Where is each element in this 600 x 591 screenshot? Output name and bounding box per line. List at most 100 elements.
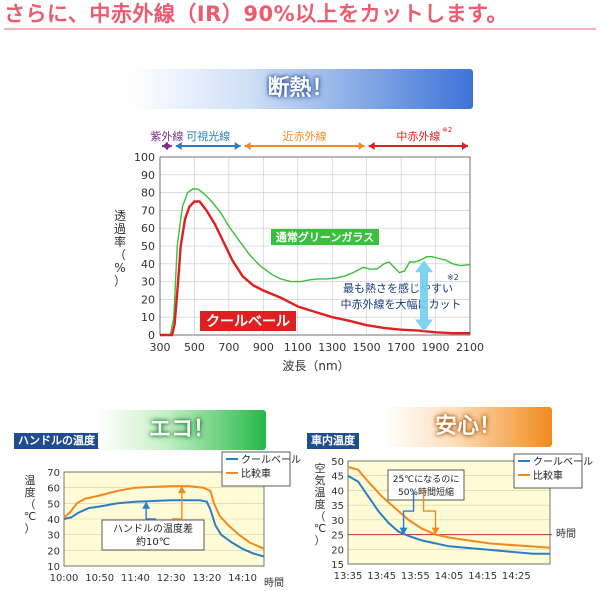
main-x-tick-label: 1100 [284,341,312,354]
main-ylabel-char: 透 [114,209,126,223]
anshin-ylabel-char: 空 [315,461,326,475]
anshin-ylabel-char: 温 [315,486,326,499]
cyan-arrow-shape [415,260,433,332]
anshin-y-tick-label: 40 [331,486,344,497]
main-x-ticks: 300 500 700 900 1100 1300 1500 1700 1900 2100 [150,341,485,354]
anshin-annotation-box [387,469,465,501]
annotation-note: ※2 [447,273,459,282]
anshin-ylabel-char: ） [315,534,326,547]
main-ylabel-char: 過 [114,222,126,236]
anshin-ylabel-char: （ [315,510,326,523]
eco-x-tick-label: 12:30 [157,573,186,584]
eco-diff-arrows [142,486,186,520]
eco-legend-label: 比較車 [241,467,271,480]
main-x-tick-label: 1500 [353,341,381,354]
coolveil-label: クールベール [206,314,290,330]
eco-series-line [63,485,265,550]
main-ylabel-char: % [114,261,125,275]
band-label: 紫外線 [150,129,183,143]
eco-y-tick-label: 40 [47,515,60,526]
band-bar: 紫外線 可視光線 近赤外線 中赤外線 ※2 [150,126,468,150]
eco-ylabel-char: ） [25,522,36,535]
band-arrowhead-right [165,142,172,150]
main-series [160,188,471,337]
eco-legend-label: クールベール [241,454,301,466]
main-y-tick-label: 30 [141,276,155,289]
main-x-tick-label: 1700 [387,341,415,354]
eco-annotation-box [101,519,205,551]
anshin-tag: 車内温度 [307,433,359,449]
anshin-y-tick-label: 50 [331,457,344,468]
eco-legend-box [221,451,291,487]
eco-x-tick-label: 14:10 [228,573,257,584]
anshin-annotation-line2: 50%時間短縮 [398,486,454,498]
eco-chart: 10 20 30 40 50 60 70 10:00 10:50 11:40 12:30 13:20… [24,451,301,589]
main-y-tick-label: 100 [134,151,155,164]
banner-dannetsu: 断熱！ [128,69,473,109]
main-y-tick-label: 20 [141,293,155,306]
eco-ylabel-char: ℃ [24,510,36,523]
coolveil-label-box [200,311,296,331]
band-note: ※2 [442,126,452,134]
eco-annotation-line2: 約10℃ [136,535,170,548]
green-glass-label: 通常グリーンガラス [276,230,374,244]
eco-y-tick-label: 60 [47,484,60,495]
anshin-annotation-line1: 25℃になるのに [393,474,460,485]
anshin-ylabel-char: 気 [315,473,326,487]
annotation-line2: 中赤外線を大幅にカット [341,297,462,311]
banner-eco: エコ！ [98,410,266,450]
main-x-tick-label: 300 [150,341,171,354]
anshin-y-tick-label: 15 [331,560,344,571]
main-plot-frame [159,156,471,336]
anshin-x-tick-label: 13:35 [334,571,363,582]
eco-x-tick-label: 10:00 [50,573,79,584]
anshin-x-tick-label: 14:05 [435,571,464,582]
anshin-series-line [347,465,551,549]
banner-anshin: 安心！ [384,407,552,447]
anshin-arrow-orange [422,490,437,529]
anshin-legend-label: クールベール [533,456,593,468]
anshin-x-tick-label: 13:45 [367,571,396,582]
main-x-tick-label: 900 [253,341,274,354]
anshin-x-tick-label: 14:15 [468,571,497,582]
anshin-ylabel-char: ℃ [314,522,326,535]
eco-x-tick-label: 11:40 [121,573,150,584]
main-series-line [160,188,471,336]
main-y-tick-label: 40 [141,258,155,271]
main-y-ticks: 0 10 20 30 40 50 60 70 80 90 100 [134,151,155,342]
eco-y-tick-label: 10 [47,562,60,573]
eco-ylabel-char: 度 [25,485,36,499]
eco-y-tick-label: 50 [47,499,60,510]
eco-y-ticks: 10 20 30 40 50 60 70 [47,468,60,573]
eco-arrowhead-blue [142,501,151,509]
anshin-x-tick-label: 14:25 [502,571,531,582]
eco-tag: ハンドルの温度 [14,433,99,449]
main-y-tick-label: 70 [141,204,155,217]
main-ylabel-char: 率 [114,234,126,249]
anshin-x-unit: 時間 [556,528,576,540]
band-arrowhead-right [234,142,241,150]
anshin-arrow-blue [402,490,415,529]
anshin-legend-box [513,453,583,489]
anshin-y-tick-label: 45 [331,472,344,483]
main-xlabel: 波長（nm） [282,359,349,373]
eco-series [63,485,265,558]
eco-x-tick-label: 13:20 [192,573,221,584]
anshin-x-tick-label: 13:55 [401,571,430,582]
band-arrowhead-left [244,142,251,150]
eco-x-ticks: 10:00 10:50 11:40 12:30 13:20 14:10 [50,573,257,584]
eco-ylabel-char: （ [25,498,36,511]
anshin-y-ticks: 15 20 25 30 35 40 45 50 [331,457,344,571]
anshin-y-tick-label: 20 [331,545,344,556]
band-label: 可視光線 [186,129,230,143]
green-glass-label-box [271,229,379,245]
headline: さらに、中赤外線（IR）90%以上をカットします。 [4,0,596,30]
anshin-arrowhead-orange [431,527,440,535]
eco-ylabel-char: 温 [25,474,36,487]
main-y-tick-label: 60 [141,222,155,235]
main-y-tick-label: 10 [141,311,155,324]
anshin-y-tick-label: 35 [331,501,344,512]
cyan-double-arrow [415,260,433,332]
anshin-series-line [347,474,550,555]
